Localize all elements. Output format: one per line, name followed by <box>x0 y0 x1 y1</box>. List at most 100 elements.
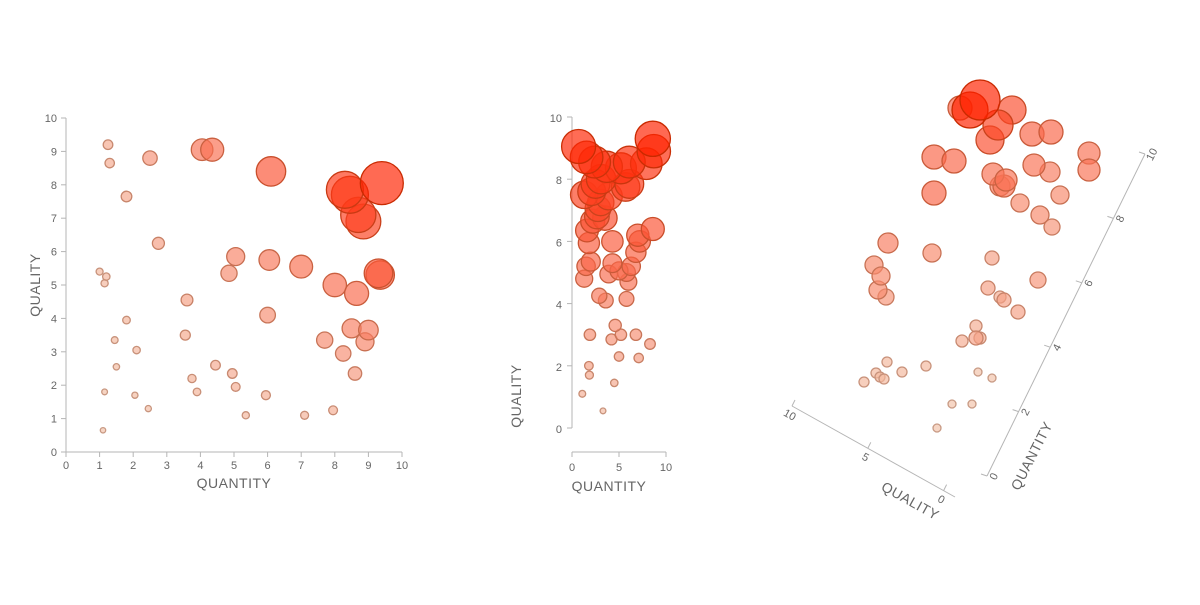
chart-1-point-33 <box>226 246 246 267</box>
chart-3-point-4 <box>987 373 997 383</box>
chart-3-quantity-tick-label: 4 <box>1051 342 1064 353</box>
chart-3-quantity-tick-label: 0 <box>988 471 1001 482</box>
chart-1-point-30 <box>315 331 334 349</box>
chart-3-quantity-tick-mark <box>1012 409 1019 413</box>
chart-2-point-12 <box>608 318 622 333</box>
chart-3-quantity-axis-title: QUANTITY <box>1007 419 1055 493</box>
chart-2-point-27 <box>601 230 624 253</box>
chart-1-y-tick-label: 1 <box>51 414 57 426</box>
chart-1-point-9 <box>101 272 111 281</box>
chart-3-point-13 <box>969 319 983 333</box>
chart-1-x-axis-title: QUANTITY <box>197 475 272 491</box>
chart-3-point-10 <box>896 366 908 378</box>
chart-1-point-4 <box>112 362 121 371</box>
chart-1-point-26 <box>347 366 363 381</box>
chart-1-y-tick-label: 8 <box>51 180 57 192</box>
chart-1-x-ticks: 0 1 2 3 4 5 6 7 8 9 10 <box>63 452 408 472</box>
chart-1-point-22 <box>179 329 191 341</box>
chart-3-quantity-tick-label: 8 <box>1114 214 1127 225</box>
chart-3-point-27 <box>871 266 891 286</box>
chart-2-point-2 <box>609 378 619 388</box>
chart-3-point-44 <box>1038 119 1064 145</box>
chart-3-point-21 <box>1029 271 1047 289</box>
chart-3-point-1 <box>947 399 957 409</box>
chart-2-y-tick-label: 4 <box>556 300 562 312</box>
chart-3-quantity-tick-mark <box>1138 151 1146 155</box>
chart-1-point-36 <box>258 249 281 271</box>
chart-1-x-tick-label: 5 <box>231 460 237 472</box>
chart-2-point-51 <box>560 128 597 165</box>
chart-2-narrow-scatter: 0 2 4 6 8 10 0 5 10 QUANTITY QUALITY <box>508 113 672 494</box>
chart-3-point-9 <box>881 356 893 368</box>
chart-3-point-20 <box>984 250 1000 266</box>
chart-1-flat-scatter: 0 1 2 3 4 5 6 7 8 9 10 0 1 2 3 4 5 6 7 8 9 10 QUANTITY QUALI… <box>27 113 408 491</box>
chart-1-x-tick-label: 4 <box>197 460 203 472</box>
chart-1-point-2 <box>144 404 153 413</box>
chart-3-quality-tick-label: 0 <box>935 493 946 506</box>
chart-2-y-tick-label: 10 <box>550 113 562 125</box>
chart-3-quantity-tick-label: 6 <box>1082 278 1095 289</box>
chart-3-quantity-tick-mark <box>980 473 988 477</box>
chart-1-y-tick-label: 6 <box>51 247 57 259</box>
chart-1-point-29 <box>259 306 277 324</box>
chart-2-y-tick-label: 8 <box>556 175 562 187</box>
chart-1-point-38 <box>289 254 314 279</box>
chart-3-point-40 <box>921 180 947 206</box>
chart-1-point-3 <box>131 391 139 399</box>
chart-1-point-21 <box>226 368 238 379</box>
chart-1-x-tick-label: 0 <box>63 460 69 472</box>
chart-2-point-23 <box>602 253 623 274</box>
chart-3-quantity-tick-mark <box>1075 280 1082 284</box>
chart-3-point-42 <box>941 148 967 174</box>
chart-1-x-tick-label: 6 <box>265 460 271 472</box>
chart-1-point-23 <box>120 190 133 203</box>
chart-2-point-7 <box>644 338 656 350</box>
chart-3-point-18 <box>996 292 1012 308</box>
chart-1-x-tick-label: 10 <box>396 460 408 472</box>
chart-3-point-16 <box>968 330 984 346</box>
chart-3-quantity-tick-mark <box>1107 215 1114 219</box>
chart-1-point-10 <box>132 345 141 355</box>
chart-2-points <box>560 120 672 415</box>
chart-2-x-axis-title: QUANTITY <box>572 478 647 494</box>
chart-2-x-tick-label: 10 <box>660 462 672 474</box>
chart-1-point-49 <box>359 160 404 206</box>
chart-1-point-16 <box>328 405 339 416</box>
chart-3-point-2 <box>967 399 977 409</box>
chart-1-point-25 <box>151 236 166 250</box>
chart-3-quantity-tick-mark <box>1044 344 1051 348</box>
chart-3-quality-tick-mark <box>791 399 796 407</box>
chart-3-point-19 <box>1010 304 1026 320</box>
chart-3-point-5 <box>858 376 870 388</box>
chart-1-point-44 <box>255 156 287 187</box>
chart-3-point-17 <box>980 280 996 296</box>
chart-1-point-13 <box>299 410 310 420</box>
chart-2-point-3 <box>584 370 595 380</box>
chart-3-point-30 <box>1050 185 1070 205</box>
chart-1-point-43 <box>363 258 394 289</box>
chart-2-point-15 <box>591 287 608 305</box>
chart-1-x-tick-label: 2 <box>130 460 136 472</box>
chart-1-x-tick-label: 8 <box>332 460 338 472</box>
chart-3-quality-tick-mark <box>867 442 872 449</box>
chart-1-x-tick-label: 3 <box>164 460 170 472</box>
chart-2-y-tick-label: 0 <box>556 424 562 436</box>
chart-3-point-50 <box>959 79 1001 121</box>
chart-1-point-6 <box>95 267 104 276</box>
chart-3-quantity-tick-label: 2 <box>1019 407 1032 418</box>
chart-1-x-tick-label: 9 <box>365 460 371 472</box>
chart-1-point-24 <box>180 293 194 307</box>
chart-2-x-tick-label: 0 <box>569 462 575 474</box>
chart-2-y-tick-label: 2 <box>556 362 562 374</box>
chart-1-y-tick-label: 5 <box>51 280 57 292</box>
chart-3-point-37 <box>1022 153 1046 177</box>
chart-1-point-39 <box>200 137 225 162</box>
chart-3-point-28 <box>1010 193 1030 213</box>
chart-3-quantity-axis-line <box>986 153 1146 477</box>
chart-2-y-ticks: 0 2 4 6 8 10 <box>550 113 572 436</box>
chart-1-y-tick-label: 7 <box>51 213 57 225</box>
chart-1-point-12 <box>122 315 131 325</box>
chart-1-point-19 <box>102 139 114 151</box>
chart-2-x-tick-label: 5 <box>616 462 622 474</box>
